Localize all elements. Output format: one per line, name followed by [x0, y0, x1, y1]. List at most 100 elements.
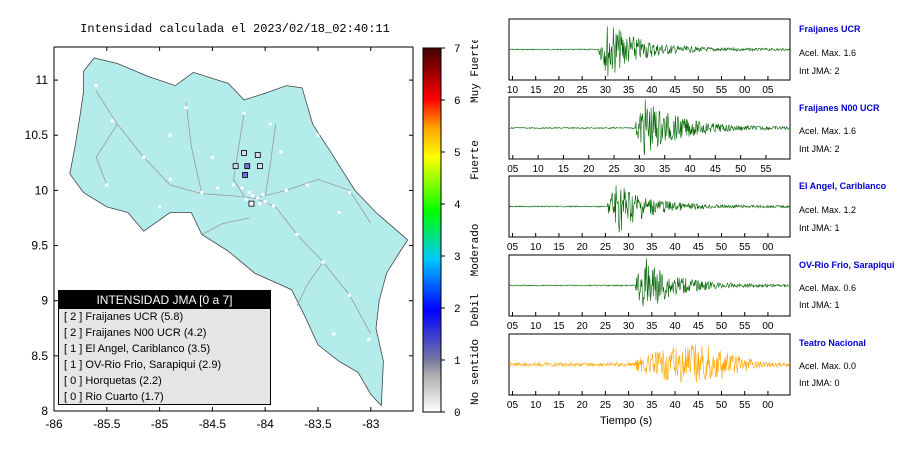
town-marker [261, 193, 265, 197]
colorbar-tick-label: 5 [454, 148, 461, 160]
station-accel-1: Acel. Max. 1.6 [799, 126, 857, 136]
colorbar-label: Fuerte [470, 140, 482, 180]
time-tick-label: 00 [762, 400, 774, 411]
time-tick-label: 50 [693, 85, 705, 96]
time-tick-label: 10 [530, 400, 542, 411]
time-tick-label: 20 [577, 321, 589, 332]
station-accel-2: Acel. Max. 1.2 [799, 205, 857, 215]
town-marker [305, 183, 309, 187]
legend-row: [ 0 ] Rio Cuarto (1.7) [64, 391, 164, 403]
time-tick-label: 00 [739, 85, 751, 96]
time-tick-label: 25 [577, 85, 589, 96]
map-frame [53, 46, 414, 412]
time-tick-label: 30 [623, 242, 635, 253]
colorbar-tick-label: 4 [454, 200, 461, 212]
y-tick-label: 10.5 [25, 128, 49, 142]
time-tick-label: 50 [716, 242, 728, 253]
time-tick-label: 50 [735, 164, 747, 175]
time-tick-label: 45 [710, 164, 722, 175]
town-marker [158, 205, 162, 209]
map-title: Intensidad calculada el 2023/02/18_02:40… [80, 22, 390, 36]
time-tick-label: 15 [530, 85, 542, 96]
time-tick-label: 40 [669, 400, 681, 411]
town-marker [258, 202, 262, 206]
time-tick-label: 05 [507, 242, 519, 253]
y-tick-label: 8 [41, 404, 48, 418]
station-marker [256, 163, 263, 170]
station-int-1: Int JMA: 2 [799, 144, 840, 154]
x-tick-label: -85.5 [93, 417, 121, 431]
time-tick-label: 00 [762, 242, 774, 253]
colorbar-label: No sentido [470, 339, 482, 405]
time-tick-label: 15 [553, 321, 565, 332]
town-marker [284, 188, 288, 192]
station-int-0: Int JMA: 2 [799, 66, 840, 76]
town-marker [168, 177, 172, 181]
map-road [185, 102, 203, 194]
time-tick-label: 25 [600, 400, 612, 411]
time-tick-label: 15 [553, 242, 565, 253]
time-tick-label: 55 [716, 85, 728, 96]
station-name-2: El Angel, Cariblanco [799, 181, 887, 191]
town-marker [110, 119, 114, 123]
station-accel-4: Acel. Max. 0.0 [799, 361, 857, 371]
time-tick-label: 20 [583, 164, 595, 175]
town-marker [251, 194, 255, 198]
town-marker [232, 183, 235, 187]
time-tick-label: 20 [577, 242, 589, 253]
seismogram-trace [508, 258, 791, 307]
town-marker [216, 186, 220, 190]
legend-row: [ 1 ] OV-Rio Frio, Sarapiqui (2.9) [64, 359, 222, 371]
colorbar-tick-label: 1 [454, 356, 461, 368]
town-marker [337, 210, 341, 214]
time-tick-label: 50 [716, 400, 728, 411]
x-tick-label: -84.5 [199, 417, 227, 431]
time-tick-label: 25 [600, 242, 612, 253]
station-marker [241, 149, 247, 156]
station-int-3: Int JMA: 1 [799, 300, 840, 310]
time-tick-label: 40 [684, 164, 696, 175]
time-tick-label: 05 [762, 85, 774, 96]
y-tick-label: 10 [35, 183, 49, 197]
colorbar-gradient [422, 47, 442, 413]
time-axis-label: Tiempo (s) [600, 415, 653, 427]
town-marker [321, 260, 325, 264]
station-marker [232, 163, 239, 170]
legend-row: [ 1 ] El Angel, Cariblanco (3.5) [64, 343, 211, 355]
map-road [95, 123, 118, 186]
intensity-colorbar: 7 6 5 4 3 2 1 0 Muy Fuerte Fuerte Moderado Debil No … [422, 40, 482, 420]
colorbar-label: Muy Fuerte [470, 40, 482, 103]
time-tick-label: 35 [659, 164, 671, 175]
costa-rica-land [69, 57, 409, 407]
seismogram-trace [508, 344, 791, 383]
time-tick-label: 15 [558, 164, 570, 175]
time-tick-label: 05 [507, 321, 519, 332]
time-tick-label: 55 [739, 400, 751, 411]
time-tick-label: 55 [739, 242, 751, 253]
seismogram-trace [508, 99, 791, 156]
town-marker [168, 133, 172, 137]
town-marker [210, 155, 214, 159]
station-int-2: Int JMA: 1 [799, 223, 840, 233]
time-tick-label: 10 [533, 164, 545, 175]
time-tick-label: 05 [507, 400, 519, 411]
town-marker [348, 293, 352, 297]
town-marker [244, 197, 248, 201]
station-name-0: Fraijanes UCR [799, 24, 861, 34]
time-tick-label: 45 [693, 400, 705, 411]
time-tick-label: 05 [507, 164, 519, 175]
x-tick-label: -83 [362, 417, 380, 431]
y-tick-label: 9 [41, 294, 48, 308]
y-tick-label: 9.5 [31, 239, 48, 253]
town-marker [142, 155, 146, 159]
station-marker [242, 172, 249, 178]
colorbar-label: Moderado [470, 224, 482, 277]
time-tick-label: 15 [553, 400, 565, 411]
colorbar-tick-label: 6 [454, 96, 461, 108]
y-tick-label: 11 [36, 73, 49, 87]
town-marker [242, 111, 246, 115]
colorbar-tick-label: 2 [454, 304, 461, 316]
town-marker [247, 191, 251, 195]
time-tick-label: 30 [634, 164, 646, 175]
seismogram-trace [508, 185, 791, 233]
